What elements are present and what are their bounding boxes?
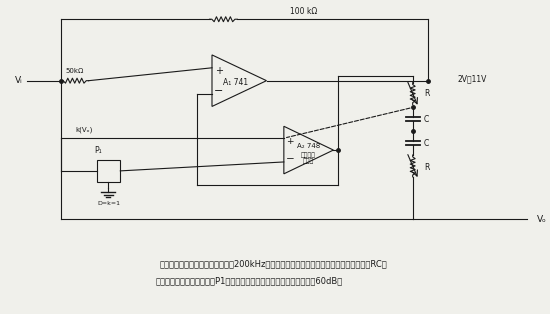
- Text: +: +: [286, 137, 294, 146]
- Text: A₁ 741: A₁ 741: [223, 78, 248, 87]
- Text: 件确定滤波器的中心频率，P1选择陷波带宽。陷波深度是固定的，约为60dB。: 件确定滤波器的中心频率，P1选择陷波带宽。陷波深度是固定的，约为60dB。: [156, 276, 343, 285]
- Text: P₁: P₁: [95, 146, 102, 154]
- Text: 50kΩ: 50kΩ: [65, 68, 84, 74]
- Text: 100 kΩ: 100 kΩ: [290, 7, 317, 16]
- Text: D=k=1: D=k=1: [97, 201, 120, 206]
- Text: 2V～11V: 2V～11V: [457, 74, 487, 83]
- Text: A₂ 748: A₂ 748: [297, 143, 320, 149]
- Text: C: C: [424, 115, 429, 124]
- Text: 单位增益
放大器: 单位增益 放大器: [301, 152, 316, 164]
- Bar: [97, 160, 120, 182]
- Text: −: −: [285, 154, 294, 164]
- Text: R: R: [425, 163, 430, 172]
- Text: R: R: [425, 89, 430, 98]
- Text: Vᵢ: Vᵢ: [15, 76, 23, 85]
- Text: +: +: [214, 66, 223, 76]
- Text: Vₒ: Vₒ: [537, 215, 547, 224]
- Text: C: C: [424, 138, 429, 148]
- Text: k(Vₒ): k(Vₒ): [76, 127, 93, 133]
- Text: 本陷波滤波器的高端工作频率可达200kHz，利用可调维恩电桥选择受到抑制的频带宽度。RC元: 本陷波滤波器的高端工作频率可达200kHz，利用可调维恩电桥选择受到抑制的频带宽…: [160, 260, 388, 268]
- Text: −: −: [214, 86, 223, 95]
